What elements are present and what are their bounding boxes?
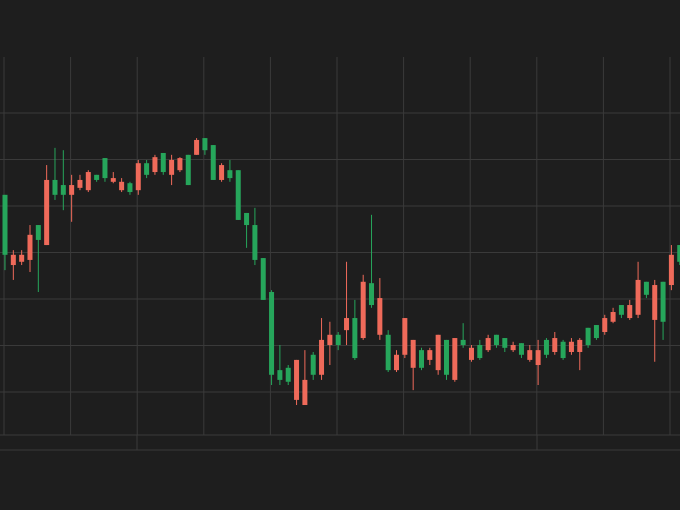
candle-body <box>643 281 649 295</box>
candle-body <box>618 305 624 315</box>
candle-body <box>252 225 258 260</box>
candle-body <box>635 279 641 315</box>
candle-body <box>327 334 333 346</box>
candle-body <box>452 338 458 380</box>
candle-body <box>260 258 266 300</box>
candle-body <box>277 370 283 380</box>
candle-body <box>27 234 33 260</box>
candle-body <box>110 178 116 182</box>
candle-body <box>294 359 300 400</box>
candle-body <box>2 194 8 255</box>
candle-body <box>543 339 549 355</box>
candle-body <box>135 163 141 191</box>
candle-body <box>385 334 391 371</box>
candle-body <box>468 347 474 360</box>
candle-body <box>52 179 58 195</box>
candle-body <box>477 345 483 359</box>
candle-body <box>194 139 200 155</box>
candle-body <box>127 183 133 193</box>
candle-body <box>360 281 366 339</box>
candle-body <box>552 338 558 352</box>
candle-body <box>510 345 516 351</box>
candle-body <box>402 318 408 355</box>
candle-body <box>652 285 658 320</box>
candle-body <box>502 338 508 348</box>
candle-body <box>85 172 91 191</box>
candle-body <box>69 185 75 195</box>
candle-body <box>319 339 325 375</box>
candle-body <box>369 283 375 306</box>
candle-body <box>177 158 183 171</box>
candle-body <box>60 185 66 195</box>
candle-body <box>435 334 441 371</box>
candle-body <box>169 159 175 175</box>
candle-body <box>443 339 449 375</box>
candle-body <box>10 254 16 266</box>
candle-body <box>660 281 666 322</box>
candle-body <box>627 305 633 319</box>
candle-body <box>219 165 225 180</box>
candle-body <box>610 312 616 322</box>
candle-body <box>77 179 83 188</box>
candle-body <box>560 341 566 359</box>
candle-body <box>568 341 574 352</box>
candle-body <box>593 325 599 339</box>
candle-body <box>285 367 291 382</box>
candle-body <box>185 154 191 186</box>
candle-body <box>244 212 250 226</box>
candle-body <box>394 354 400 371</box>
candle-body <box>310 354 316 375</box>
candle-body <box>535 350 541 366</box>
candle-body <box>102 158 108 179</box>
candle-body <box>235 170 241 220</box>
candle-body <box>668 254 674 286</box>
candle-body <box>94 174 100 180</box>
candle-body <box>269 292 275 375</box>
candle-body <box>160 152 166 173</box>
candle-body <box>227 170 233 179</box>
candle-body <box>335 334 341 346</box>
candle-body <box>144 163 150 175</box>
candle-body <box>19 254 25 262</box>
candle-body <box>344 318 350 331</box>
candle-body <box>35 225 41 240</box>
candle-body <box>493 334 499 346</box>
candle-body <box>518 343 524 355</box>
candle-body <box>119 181 125 191</box>
candle-body <box>302 379 308 406</box>
candle-body <box>577 339 583 352</box>
candle-body <box>585 327 591 346</box>
candle-body <box>527 350 533 360</box>
candle-body <box>677 245 680 262</box>
candle-body <box>485 338 491 351</box>
candle-body <box>377 298 383 335</box>
candle-body <box>410 339 416 368</box>
candle-body <box>427 350 433 360</box>
candle-body <box>152 157 158 173</box>
candle-body <box>602 318 608 333</box>
candle-body <box>460 339 466 346</box>
candle-body <box>210 145 216 180</box>
candle-body <box>202 138 208 151</box>
candle-body <box>419 350 424 368</box>
candle-body <box>44 179 50 246</box>
candle-body <box>352 318 358 359</box>
